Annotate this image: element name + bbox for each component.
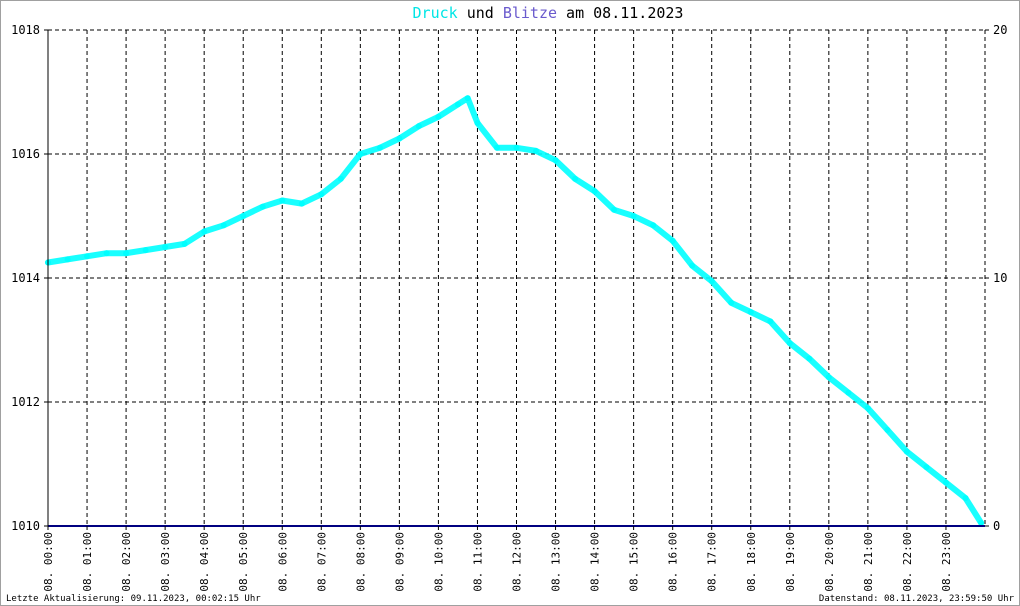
x-tick-label: 08. 16:00 [667,532,680,592]
series-point-druck [376,144,383,151]
axis-layer: 1010 1012 1014 1016 1018 0 10 20 08. 00:00 08. 01… [11,23,1007,592]
chart-title: Druck und Blitze am 08.11.2023 [413,4,684,22]
x-tick-label: 08. 20:00 [823,532,836,592]
series-point-druck [864,405,871,412]
series-point-druck [337,175,344,182]
series-point-druck [923,464,930,471]
series-point-druck [786,340,793,347]
x-tick-label: 08. 15:00 [628,532,641,592]
series-point-druck [533,147,539,154]
series-point-druck [728,299,735,306]
series-point-druck [669,237,676,244]
y-tick-label-left: 1012 [11,395,40,409]
series-point-druck [201,228,208,235]
series-point-druck [123,250,130,257]
y-tick-label-left: 1018 [11,23,40,37]
title-druck: Druck [413,4,458,22]
series-point-druck [552,157,559,164]
series-line-druck [45,95,985,526]
grid-layer [48,29,985,526]
series-point-druck [630,213,637,219]
x-tick-label: 08. 13:00 [550,532,563,592]
series-point-druck [415,123,422,130]
series-point-druck [142,247,149,254]
series-point-druck [747,309,754,316]
series-point-druck [454,101,461,108]
series-point-druck [494,144,500,151]
footer-last-update: Letzte Aktualisierung: 09.11.2023, 00:02… [6,594,261,604]
footer-data-status: Datenstand: 08.11.2023, 23:59:50 Uhr [819,594,1015,604]
series-point-druck [298,200,305,207]
x-tick-label: 08. 00:00 [42,532,55,592]
series-point-druck [943,479,949,486]
series-point-druck [884,426,891,433]
x-tick-label: 08. 03:00 [159,532,172,592]
series-point-druck [708,278,715,285]
series-point-druck [903,448,910,455]
x-tick-label: 08. 08:00 [354,532,367,592]
series-point-druck [435,113,442,120]
series-point-druck [64,256,71,263]
series-point-druck [464,95,471,102]
y-tick-label-right: 0 [993,519,1000,533]
series-point-druck [806,355,813,362]
y-tick-label-left: 1010 [11,519,40,533]
title-date: am 08.11.2023 [557,4,683,22]
y-tick-label-right: 10 [993,271,1007,285]
y-tick-label-left: 1016 [11,147,40,161]
series-point-druck [572,175,579,182]
series-point-druck [259,203,266,210]
x-tick-label: 08. 22:00 [901,532,914,592]
x-tick-label: 08. 06:00 [276,532,289,592]
title-und: und [458,4,503,22]
series-point-druck [181,240,188,247]
x-tick-label: 08. 11:00 [471,532,484,592]
series-point-druck [767,318,774,325]
x-tick-label: 08. 02:00 [120,532,133,592]
series-point-druck [279,197,286,204]
x-tick-label: 08. 17:00 [706,532,719,592]
series-point-druck [513,144,520,151]
x-tick-label: 08. 07:00 [315,532,328,592]
x-tick-label: 08. 12:00 [511,532,524,592]
series-point-druck [591,188,598,195]
series-point-druck [220,222,227,229]
series-point-druck [978,519,985,526]
x-tick-label: 08. 04:00 [198,532,211,592]
x-tick-label: 08. 10:00 [432,532,445,592]
series-point-druck [357,151,364,157]
series-point-druck [84,253,90,260]
series-point-druck [845,389,852,396]
y-tick-label-right: 20 [993,23,1007,37]
title-blitze: Blitze [503,4,557,22]
y-tick-label-left: 1014 [11,271,40,285]
series-point-druck [103,250,110,257]
x-tick-label: 08. 18:00 [745,532,758,592]
series-point-druck [650,222,657,229]
x-tick-label: 08. 05:00 [237,532,250,592]
series-point-druck [240,213,247,219]
series-point-druck [162,244,169,250]
series-point-druck [962,495,969,502]
x-tick-label: 08. 01:00 [81,532,94,592]
x-tick-label: 08. 09:00 [393,532,406,592]
series-point-druck [689,262,696,269]
series-point-druck [474,120,481,126]
x-tick-label: 08. 21:00 [862,532,875,592]
series-point-druck [318,191,325,198]
series-point-druck [611,206,618,213]
x-tick-label: 08. 23:00 [940,532,953,592]
x-tick-label: 08. 14:00 [589,532,602,592]
series-point-druck [825,374,832,381]
series-point-druck [396,135,403,142]
x-tick-label: 08. 19:00 [784,532,797,592]
